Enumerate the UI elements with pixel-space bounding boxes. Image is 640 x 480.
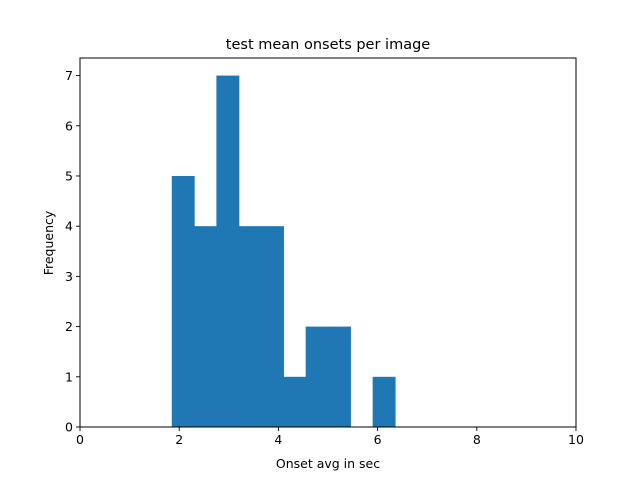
- x-tick-label: 8: [473, 432, 481, 447]
- histogram-bar: [372, 376, 396, 427]
- y-tick-label: 0: [65, 420, 73, 435]
- y-tick-label: 4: [65, 219, 73, 234]
- x-axis-ticks: 0 2 4 6 8 10: [76, 427, 584, 447]
- chart-title: test mean onsets per image: [226, 37, 431, 53]
- x-tick-label: 10: [568, 432, 584, 447]
- y-axis-ticks: 0 1 2 3 4 5 6 7: [65, 68, 80, 435]
- histogram-bar: [305, 326, 329, 427]
- y-tick-label: 5: [65, 168, 73, 183]
- x-tick-label: 6: [374, 432, 382, 447]
- y-tick-label: 1: [65, 369, 73, 384]
- y-tick-label: 2: [65, 319, 73, 334]
- histogram-bars: [171, 75, 396, 427]
- axes-frame: [79, 57, 577, 428]
- y-axis-label: Frequency: [41, 210, 56, 275]
- histogram-bar: [283, 376, 307, 427]
- histogram-bar: [194, 226, 217, 427]
- y-tick-label: 7: [65, 68, 73, 83]
- histogram-bar: [328, 326, 351, 427]
- histogram-bar: [261, 226, 284, 427]
- x-tick-label: 2: [175, 432, 183, 447]
- y-tick-label: 6: [65, 118, 73, 133]
- histogram-bar: [171, 175, 195, 427]
- histogram-bar: [238, 226, 262, 427]
- y-tick-label: 3: [65, 269, 73, 284]
- x-tick-label: 4: [274, 432, 282, 447]
- x-tick-label: 0: [76, 432, 84, 447]
- x-axis-label: Onset avg in sec: [276, 456, 380, 471]
- histogram-bar: [216, 75, 240, 427]
